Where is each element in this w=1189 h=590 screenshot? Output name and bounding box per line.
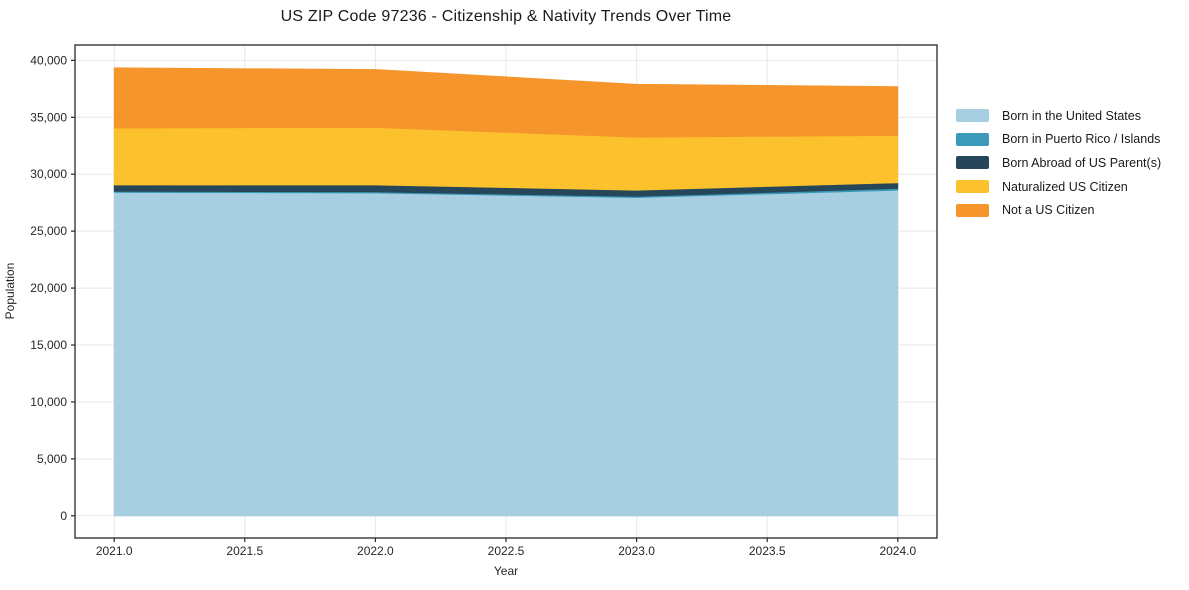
legend: Born in the United States Born in Puerto … xyxy=(956,104,1161,222)
legend-label: Born in Puerto Rico / Islands xyxy=(1002,132,1161,147)
area-series-0 xyxy=(113,189,899,517)
ytick-label: 40,000 xyxy=(30,53,67,67)
xtick-label: 2023.0 xyxy=(618,544,655,558)
ytick-label: 25,000 xyxy=(30,224,67,238)
area-series-3 xyxy=(113,127,899,191)
ytick-label: 0 xyxy=(60,509,67,523)
legend-swatch-icon xyxy=(956,203,989,217)
y-axis-label: Population xyxy=(3,262,17,320)
ytick-label: 20,000 xyxy=(30,281,67,295)
legend-label: Not a US Citizen xyxy=(1002,203,1095,218)
chart-title: US ZIP Code 97236 - Citizenship & Nativi… xyxy=(280,8,732,25)
legend-swatch-icon xyxy=(956,180,989,194)
legend-item-0: Born in the United States xyxy=(956,104,1161,128)
xtick-label: 2021.5 xyxy=(226,544,263,558)
legend-item-4: Not a US Citizen xyxy=(956,198,1161,222)
ytick-label: 10,000 xyxy=(30,395,67,409)
xtick-label: 2024.0 xyxy=(879,544,916,558)
legend-item-1: Born in Puerto Rico / Islands xyxy=(956,128,1161,152)
legend-label: Born in the United States xyxy=(1002,108,1141,123)
legend-label: Born Abroad of US Parent(s) xyxy=(1002,155,1162,170)
legend-item-3: Naturalized US Citizen xyxy=(956,175,1161,199)
ytick-label: 15,000 xyxy=(30,338,67,352)
ytick-label: 35,000 xyxy=(30,110,67,124)
ytick-label: 30,000 xyxy=(30,167,67,181)
legend-item-2: Born Abroad of US Parent(s) xyxy=(956,151,1161,175)
ytick-label: 5,000 xyxy=(37,452,67,466)
legend-swatch-icon xyxy=(956,132,989,146)
x-axis-label: Year xyxy=(493,564,519,578)
xtick-label: 2021.0 xyxy=(96,544,133,558)
legend-label: Naturalized US Citizen xyxy=(1002,179,1128,194)
xtick-label: 2022.5 xyxy=(488,544,525,558)
legend-swatch-icon xyxy=(956,109,989,123)
xtick-label: 2023.5 xyxy=(749,544,786,558)
area-series-4 xyxy=(113,67,899,138)
legend-swatch-icon xyxy=(956,156,989,170)
xtick-label: 2022.0 xyxy=(357,544,394,558)
